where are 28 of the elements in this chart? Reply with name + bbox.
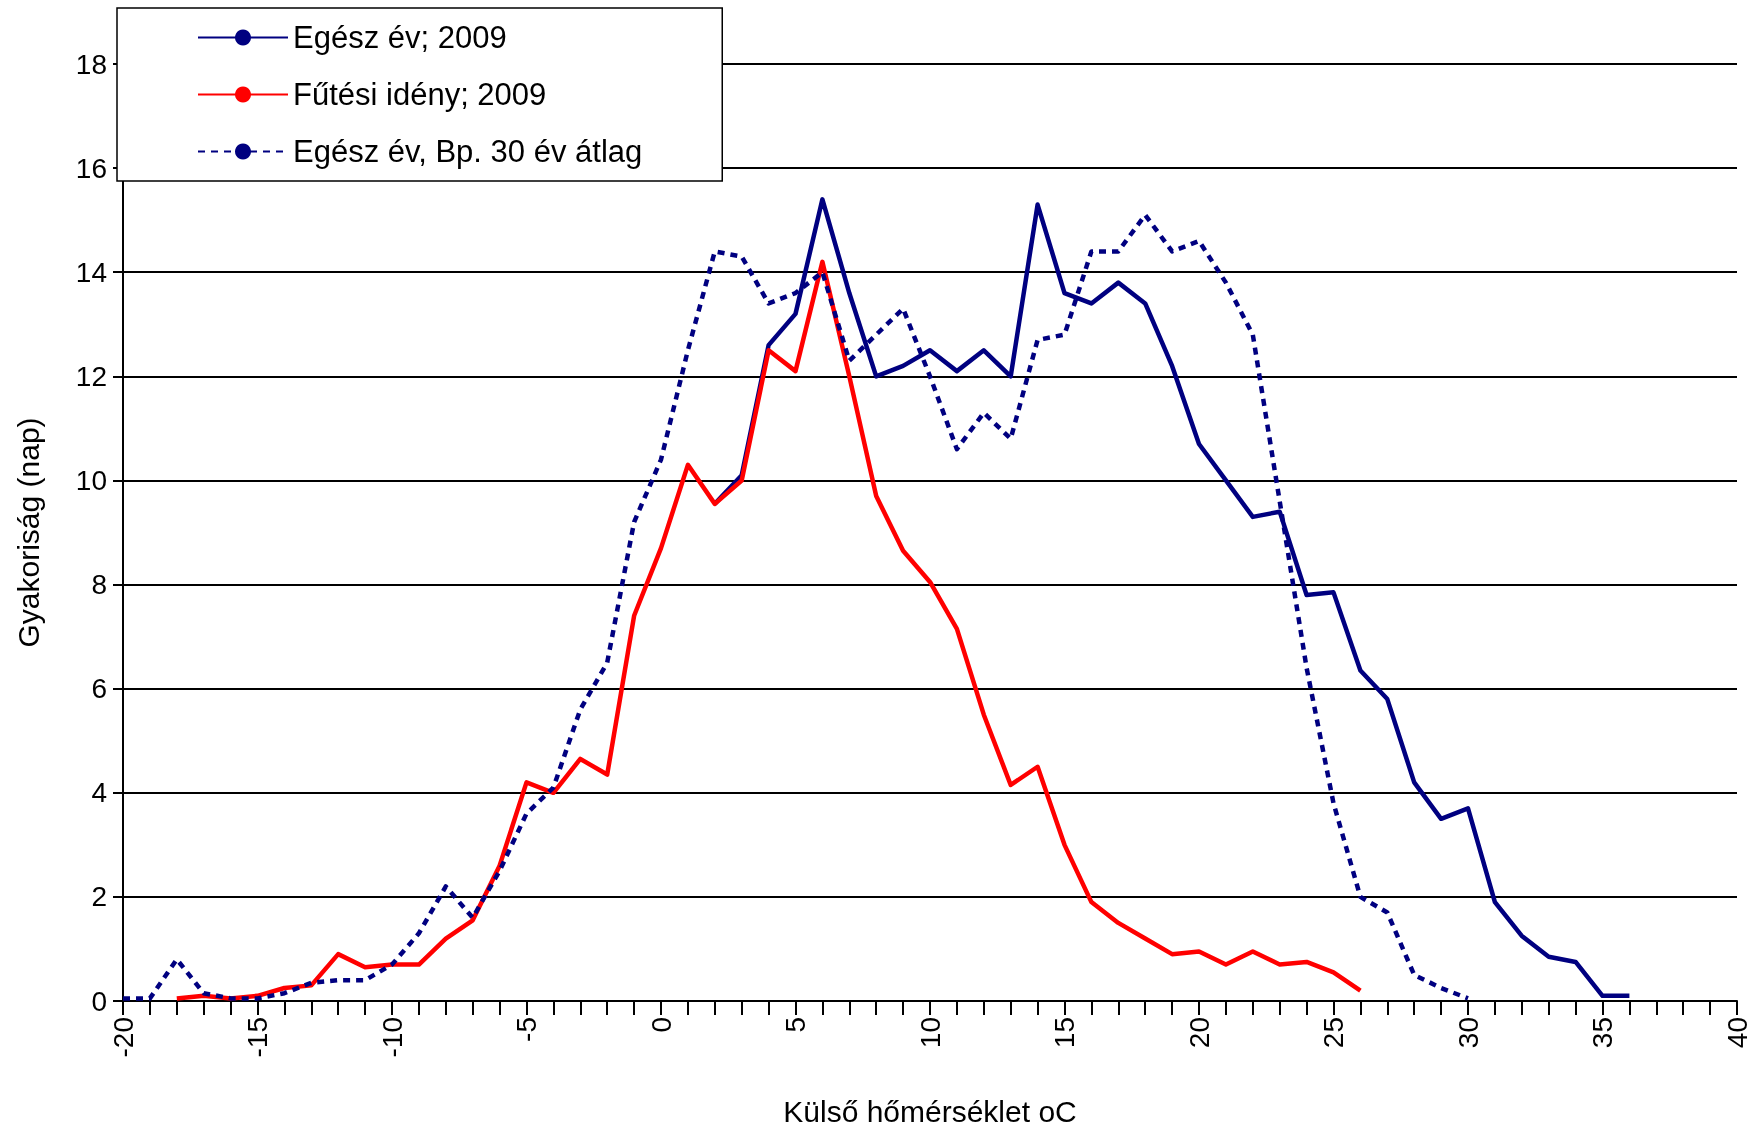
x-tick-label: -20 — [107, 1017, 139, 1058]
y-axis-title: Gyakoriság (nap) — [11, 417, 45, 648]
x-tick-label: 15 — [1049, 1017, 1080, 1049]
legend-label: Egész év; 2009 — [293, 20, 507, 55]
x-tick-label: 35 — [1587, 1017, 1618, 1049]
x-axis-title: Külső hőmérséklet oC — [783, 1094, 1077, 1128]
y-tick-label: 10 — [75, 464, 107, 496]
legend-label: Fűtési idény; 2009 — [293, 77, 547, 112]
line-series — [174, 259, 1363, 1001]
x-tick-label: 0 — [645, 1017, 677, 1033]
y-tick-label: 2 — [91, 881, 107, 913]
x-tick-label: 40 — [1721, 1017, 1752, 1049]
x-tick-label: -10 — [376, 1017, 408, 1058]
y-tick-label: 14 — [75, 256, 107, 288]
x-tick-label: 10 — [914, 1017, 946, 1049]
x-tick-label: -5 — [511, 1017, 542, 1042]
x-tick-label: 25 — [1318, 1017, 1349, 1049]
legend-label: Egész év, Bp. 30 év átlag — [293, 134, 643, 169]
y-tick-label: 16 — [75, 152, 107, 184]
x-tick-label: 5 — [780, 1017, 811, 1033]
y-tick-label: 12 — [75, 360, 107, 392]
y-tick-label: 8 — [91, 569, 107, 601]
x-tick-label: -15 — [242, 1017, 273, 1058]
x-tick-label: 30 — [1452, 1017, 1484, 1049]
y-tick-label: 18 — [75, 48, 107, 80]
x-tick-label: 20 — [1183, 1017, 1215, 1049]
y-tick-label: 6 — [91, 673, 107, 705]
y-tick-label: 4 — [91, 777, 107, 809]
